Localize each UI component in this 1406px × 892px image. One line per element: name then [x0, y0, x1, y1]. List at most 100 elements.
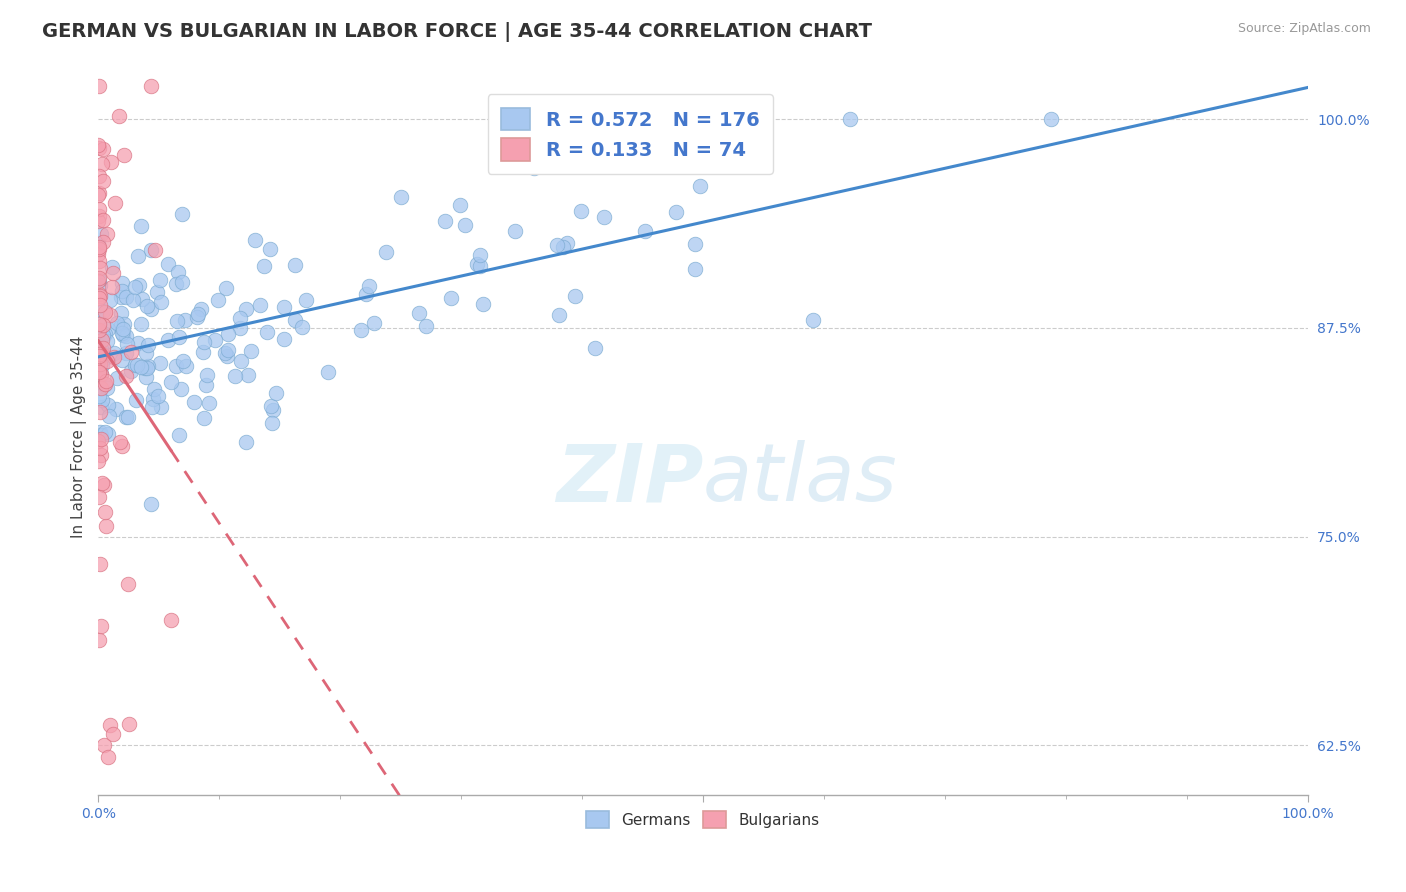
Point [87, 318, 110, 332]
Point [89, 209, 111, 223]
Text: atlas: atlas [703, 441, 897, 518]
Point [87, 291, 110, 305]
Point [156, 334, 179, 348]
Point [91, 393, 114, 408]
Point [262, 402, 284, 417]
Point [93, 377, 115, 392]
Point [117, 716, 139, 731]
Point [121, 293, 143, 308]
Point [91, 345, 114, 359]
Point [87, 272, 110, 286]
Point [93, 305, 115, 319]
Point [96, 381, 118, 395]
Point [111, 284, 134, 298]
Point [110, 306, 132, 320]
Point [131, 219, 153, 234]
Point [273, 301, 295, 315]
Point [215, 281, 238, 295]
Point [111, 352, 134, 367]
Point [90, 432, 112, 446]
Point [94, 505, 117, 519]
Point [260, 399, 283, 413]
Point [195, 368, 218, 383]
Point [94, 425, 117, 439]
Point [96, 334, 118, 348]
Point [89, 227, 111, 241]
Point [98, 409, 121, 424]
Point [468, 259, 491, 273]
Point [156, 257, 179, 271]
Point [112, 318, 135, 332]
Point [87, 236, 110, 251]
Point [207, 293, 229, 307]
Point [87, 274, 110, 288]
Point [97, 322, 120, 336]
Point [101, 726, 124, 740]
Point [167, 428, 190, 442]
Point [87, 188, 110, 202]
Point [91, 174, 114, 188]
Point [291, 319, 314, 334]
Point [235, 301, 257, 316]
Point [166, 313, 188, 327]
Point [138, 359, 160, 373]
Point [195, 378, 218, 392]
Point [87, 365, 110, 379]
Point [172, 275, 194, 289]
Point [100, 155, 122, 169]
Point [839, 112, 862, 127]
Point [90, 333, 112, 347]
Point [174, 312, 197, 326]
Point [108, 109, 131, 123]
Point [1039, 112, 1062, 127]
Point [472, 297, 495, 311]
Point [104, 195, 127, 210]
Point [172, 353, 194, 368]
Point [111, 321, 134, 335]
Point [190, 301, 212, 316]
Point [124, 358, 146, 372]
Point [91, 157, 114, 171]
Point [236, 368, 259, 382]
Point [90, 476, 112, 491]
Point [91, 318, 114, 333]
Point [97, 750, 120, 764]
Point [93, 739, 115, 753]
Point [91, 358, 114, 372]
Point [87, 454, 110, 468]
Point [665, 205, 688, 219]
Point [87, 389, 110, 403]
Point [101, 260, 124, 274]
Point [125, 392, 148, 407]
Point [111, 440, 134, 454]
Point [87, 137, 110, 152]
Point [89, 357, 111, 371]
Point [90, 367, 112, 381]
Point [93, 327, 115, 342]
Point [215, 349, 238, 363]
Point [174, 359, 197, 374]
Point [183, 395, 205, 409]
Point [149, 295, 172, 310]
Point [149, 356, 172, 370]
Point [90, 401, 112, 415]
Point [89, 558, 111, 572]
Point [87, 202, 110, 217]
Point [160, 613, 183, 627]
Point [103, 350, 125, 364]
Point [149, 401, 172, 415]
Point [197, 396, 219, 410]
Point [112, 148, 135, 162]
Point [120, 344, 142, 359]
Point [87, 141, 110, 155]
Legend: Germans, Bulgarians: Germans, Bulgarians [581, 805, 825, 834]
Point [142, 392, 165, 406]
Point [523, 161, 546, 175]
Point [91, 304, 114, 318]
Point [557, 236, 579, 251]
Point [634, 224, 657, 238]
Point [97, 427, 120, 442]
Point [551, 240, 574, 254]
Point [89, 359, 111, 374]
Point [415, 319, 437, 334]
